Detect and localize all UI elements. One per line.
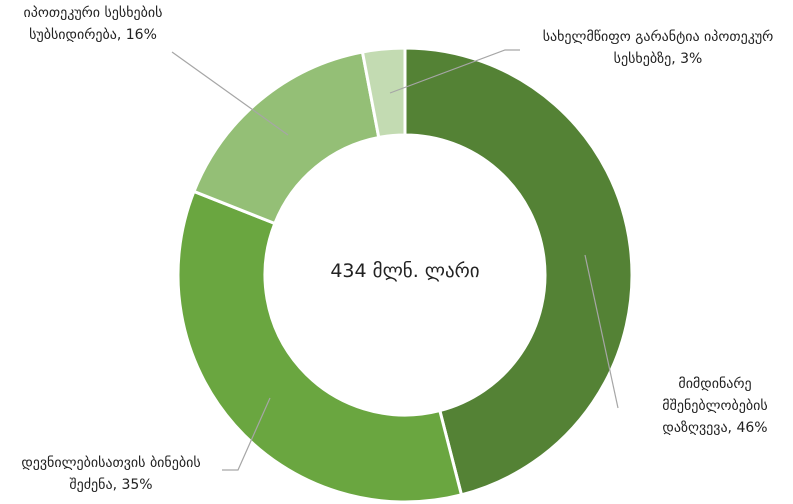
data-label: იპოთეკური სესხების სუბსიდირება, 16%	[23, 5, 163, 43]
donut-slice	[176, 189, 464, 504]
leader-line	[584, 254, 619, 409]
center-label: 434 მლნ. ლარი	[330, 260, 480, 282]
donut-slice	[191, 50, 381, 226]
data-label: დევნილებისათვის ბინების შეძენა, 35%	[21, 455, 201, 493]
leader-lines	[171, 49, 619, 471]
donut-slice	[403, 46, 634, 497]
leader-line	[171, 51, 289, 136]
leader-line	[222, 397, 271, 471]
data-label: სახელმწიფო გარანტია იპოთეკურ სესხებზე, 3…	[542, 29, 774, 67]
donut-slice	[360, 46, 407, 140]
leader-line	[389, 49, 520, 94]
data-label: მიმდინარე მშენებლობების დაზღვევა, 46%	[662, 376, 768, 436]
